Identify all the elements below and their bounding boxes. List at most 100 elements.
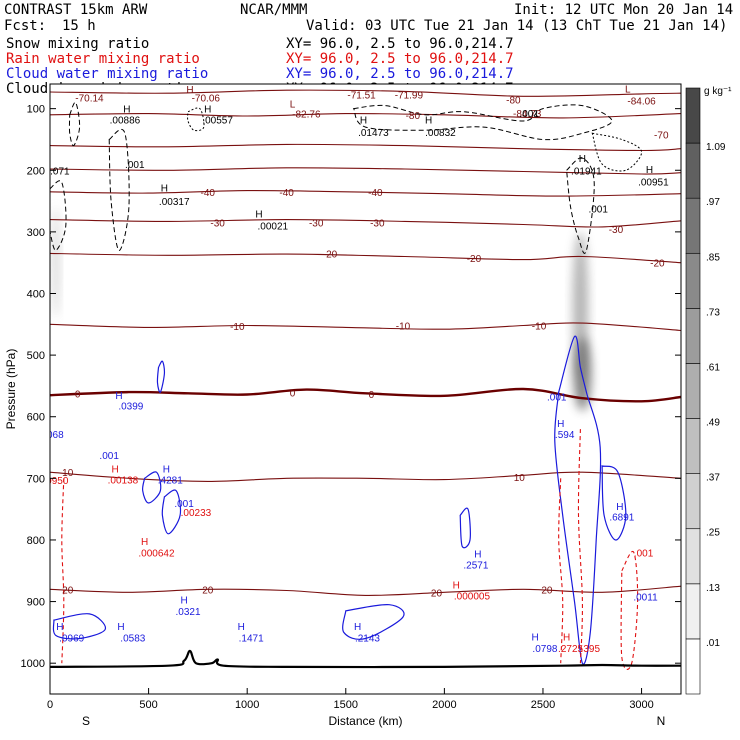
valid-time: Valid: 03 UTC Tue 21 Jan 14 (13 ChT Tue … [306, 18, 727, 34]
isotherm-m10 [50, 322, 681, 332]
contour-label: -40 [201, 188, 216, 199]
contour-label: .2725 [558, 644, 583, 655]
colorbar-level: .49 [706, 418, 720, 429]
isotherm-m50 [50, 167, 681, 175]
extremum-marker: H [354, 622, 361, 633]
contour-label: -82.76 [292, 110, 321, 121]
shaded-mixing-ratio [52, 207, 60, 319]
y-tick-label: 700 [27, 473, 45, 485]
cloud-water-contour [161, 489, 182, 535]
extremum-marker: H [474, 550, 481, 561]
fcst-label: Fcst: [4, 18, 46, 34]
y-tick-label: 300 [27, 227, 45, 239]
colorbar-level: .25 [706, 528, 720, 539]
contour-label: .0950 [43, 476, 68, 487]
contour-label: .001 [588, 204, 608, 215]
isotherm-10 [50, 471, 681, 482]
terrain-line [50, 649, 681, 669]
colorbar-level: .97 [706, 197, 720, 208]
plot-content: -70.14H-70.06 -71.51 -71.99-82.76 -84.73-84… [43, 84, 681, 670]
contour-label: 0 [369, 390, 375, 401]
contour-label: H [186, 85, 193, 96]
extremum-marker: H [646, 165, 653, 176]
colorbar-swatch [685, 252, 701, 309]
colorbar-swatch [685, 197, 701, 254]
extremum-marker: H [141, 537, 148, 548]
y-tick-label: 400 [27, 288, 45, 300]
rain-water-contour [61, 478, 65, 664]
isotherm-m20 [50, 252, 681, 264]
contour-label: -70.06 [192, 94, 221, 105]
y-tick-label: 900 [27, 597, 45, 609]
colorbar-swatch [685, 473, 701, 530]
contour-label: .4281 [158, 476, 183, 487]
cloud-water-contour [156, 360, 166, 393]
y-tick-label: 500 [27, 350, 45, 362]
contour-label: 10 [62, 468, 74, 479]
contour-label: -30 [309, 219, 324, 230]
contour-label: .2571 [463, 561, 488, 572]
extremum-marker: H [111, 464, 118, 475]
contour-label: -10 [532, 322, 547, 333]
x-axis-label: Distance (km) [328, 714, 402, 728]
snow-contour [566, 157, 595, 254]
y-tick-label: 800 [27, 535, 45, 547]
contour-label: .00832 [425, 128, 456, 139]
contour-label: .001 [125, 160, 145, 171]
y-tick-label: 200 [27, 165, 45, 177]
contour-label: -10 [230, 322, 245, 333]
cloud-water-contour [601, 465, 627, 541]
extremum-marker: H [579, 154, 586, 165]
legend-entry-xy: XY= 96.0, 2.5 to 96.0,214.7 [286, 51, 514, 67]
contour-label: 0 [75, 389, 81, 400]
legend-entry-name: Rain water mixing ratio [6, 51, 200, 67]
cloud-water-contour [52, 613, 106, 640]
contour-label: -80 [506, 95, 521, 106]
chart-header: CONTRAST 15km ARW NCAR/MMM Init: 12 UTC … [4, 2, 733, 34]
plot-area: -70.14H-70.06 -71.51 -71.99-82.76 -84.73-84… [43, 83, 682, 695]
legend-entry-name: Cloud water mixing ratio [6, 66, 208, 82]
contour-label: 20 [62, 585, 74, 596]
legend-entry-xy: XY= 96.0, 2.5 to 96.0,214.7 [286, 66, 514, 82]
contour-label: .0321 [176, 607, 201, 618]
extremum-marker: H [204, 105, 211, 116]
x-tick-label: 500 [139, 699, 157, 711]
contour-label: -80 [406, 111, 421, 122]
contour-label: .068 [44, 430, 64, 441]
extremum-marker: H [531, 633, 538, 644]
colorbar-swatch [685, 142, 701, 199]
extremum-marker: H [163, 464, 170, 475]
x-tick-label: 2000 [432, 699, 456, 711]
contour-label: .00021 [258, 222, 289, 233]
contour-label: .6891 [609, 513, 634, 524]
extremum-marker: H [117, 622, 124, 633]
colorbar-swatch [685, 528, 701, 585]
center-name: NCAR/MMM [240, 2, 307, 18]
contour-label: .00557 [202, 116, 233, 127]
contour-label: -20 [467, 254, 482, 265]
contour-label: .395 [581, 644, 601, 655]
contour-label: -84.73 [513, 109, 542, 120]
x-tick-label: 3000 [629, 699, 653, 711]
contour-label: .01473 [358, 128, 389, 139]
colorbar-level: .13 [706, 583, 720, 594]
legend-entry-name: Snow mixing ratio [6, 36, 149, 52]
snow-contour [108, 128, 130, 251]
colorbar: .01 .13 .25 .37 .49 .61 .73 .85 .97 1.09 g kg⁻¹ [685, 86, 732, 695]
isotherm-m60 [50, 143, 681, 152]
colorbar-level: .61 [706, 362, 720, 373]
contour-label: .001 [519, 109, 539, 120]
extremum-marker: H [56, 622, 63, 633]
contour-label: .001 [634, 548, 654, 559]
extremum-marker: H [453, 580, 460, 591]
cloud-water-contour [342, 604, 405, 640]
colorbar-level: .73 [706, 307, 720, 318]
contour-label: .00886 [110, 116, 141, 127]
contour-label: .0583 [120, 633, 145, 644]
contour-label: 20 [202, 585, 214, 596]
contour-label: .001 [99, 451, 119, 462]
contour-label: -20 [323, 249, 338, 260]
y-tick-label: 100 [27, 104, 45, 116]
